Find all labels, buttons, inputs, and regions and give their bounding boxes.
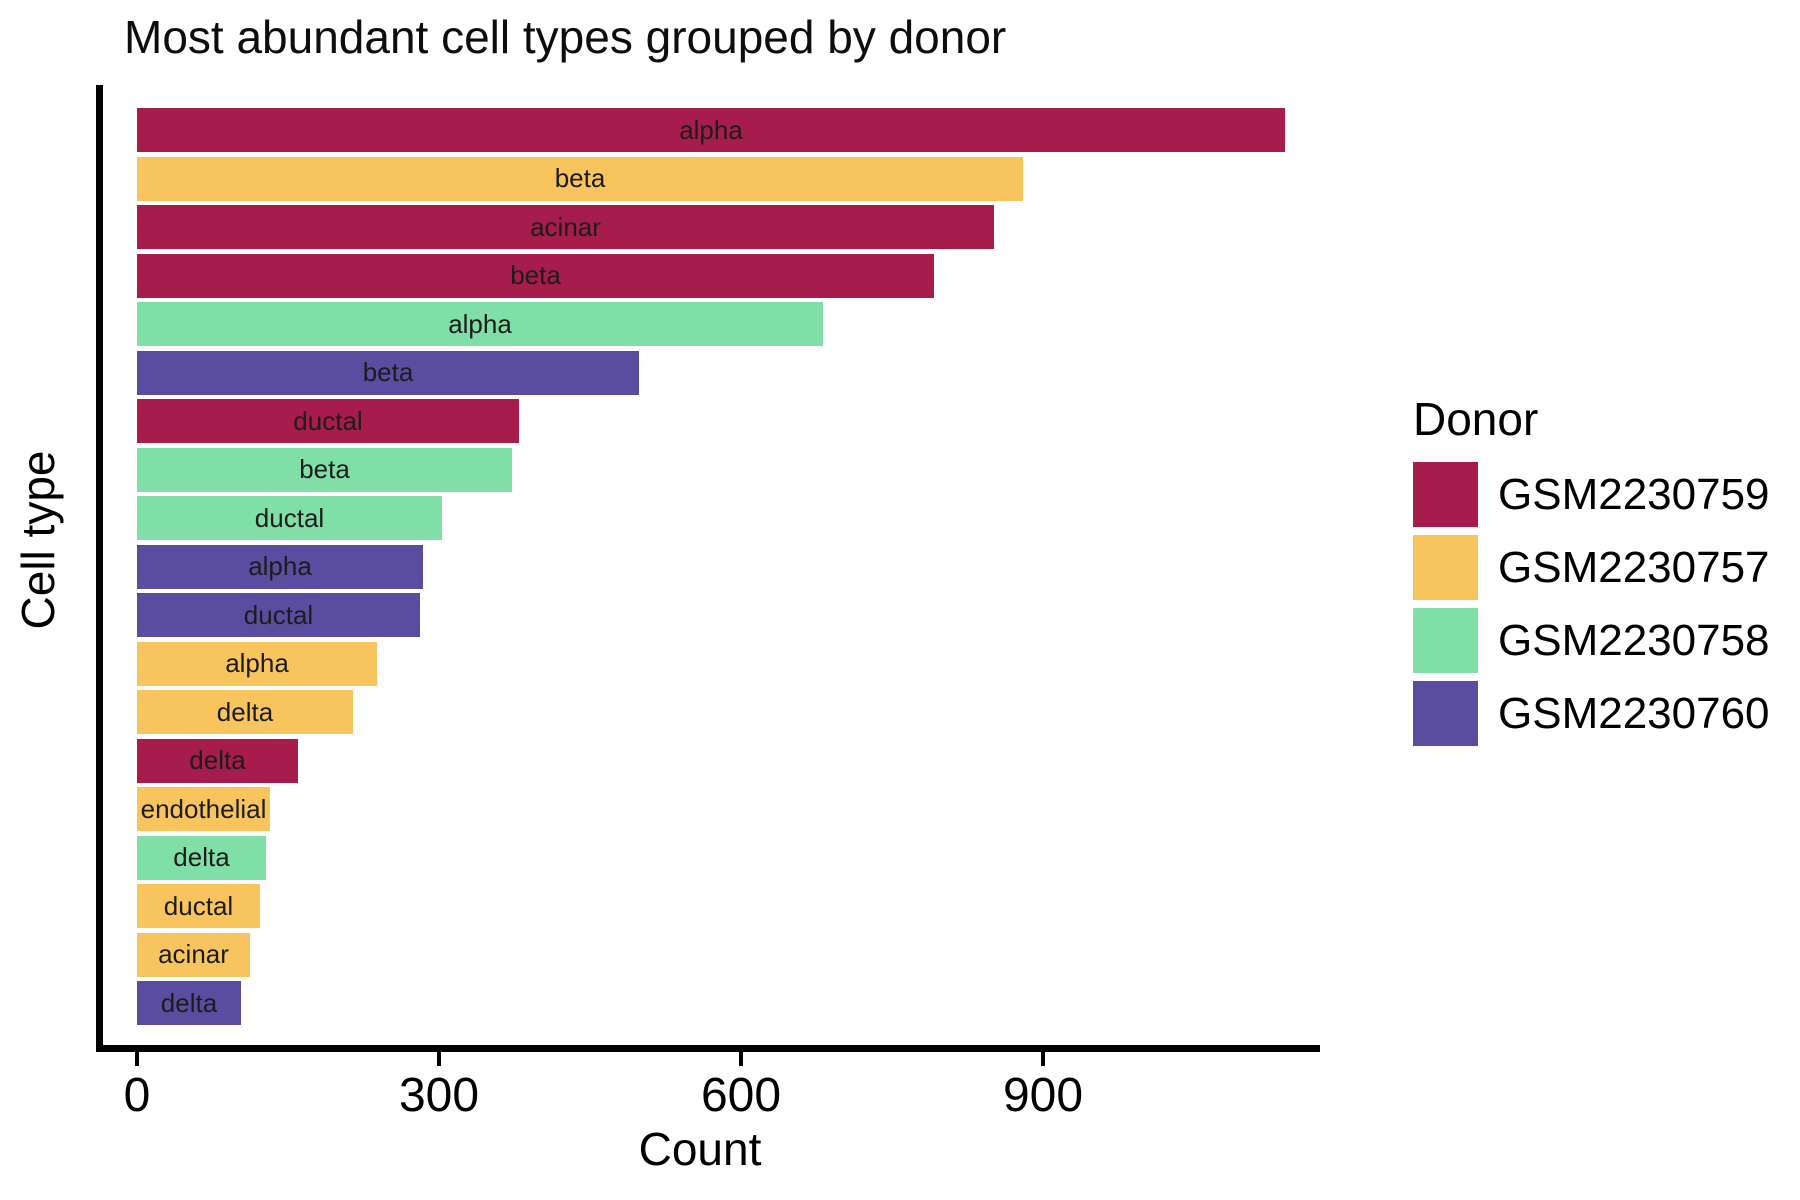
bar-delta-GSM2230759: delta — [137, 738, 298, 783]
bar-label: delta — [216, 696, 274, 727]
bar-beta-GSM2230757: beta — [137, 156, 1023, 201]
bar-label: endothelial — [140, 793, 267, 824]
bar-beta-GSM2230760: beta — [137, 350, 639, 395]
bar-alpha-GSM2230758: alpha — [137, 302, 823, 346]
bar-label: beta — [510, 260, 561, 290]
legend-swatch-GSM2230759 — [1413, 462, 1478, 527]
bar-label: delta — [173, 842, 230, 872]
bar-acinar-GSM2230757: acinar — [137, 932, 250, 977]
y-axis-line — [96, 85, 103, 1052]
legend-swatch-GSM2230758 — [1413, 608, 1478, 673]
bar-delta-GSM2230760: delta — [137, 981, 241, 1025]
legend-title: Donor — [1413, 393, 1539, 445]
bar-label: beta — [554, 163, 606, 193]
bar-delta-GSM2230757: delta — [137, 690, 353, 734]
bar-label: beta — [362, 357, 414, 387]
y-axis-title: Cell type — [12, 450, 64, 630]
bar-ductal-GSM2230757: ductal — [137, 884, 260, 928]
bar-label: ductal — [293, 405, 363, 436]
bar-ductal-GSM2230759: ductal — [137, 399, 519, 443]
bar-endothelial-GSM2230757: endothelial — [137, 787, 270, 831]
x-tick-mark — [135, 1052, 139, 1066]
bar-label: ductal — [254, 502, 325, 533]
bar-label: beta — [299, 454, 350, 484]
bar-label: acinar — [158, 939, 229, 969]
x-tick-label: 600 — [700, 1069, 782, 1122]
bar-alpha-GSM2230759: alpha — [137, 108, 1285, 152]
bar-ductal-GSM2230758: ductal — [137, 496, 442, 540]
bar-label: alpha — [679, 114, 743, 145]
x-tick-label: 300 — [398, 1069, 480, 1122]
x-tick-label: 0 — [123, 1069, 151, 1122]
chart-title: Most abundant cell types grouped by dono… — [124, 11, 1007, 63]
bar-label: acinar — [530, 211, 601, 242]
bar-label: ductal — [163, 890, 234, 921]
bar-beta-GSM2230758: beta — [137, 447, 512, 492]
legend-swatch-GSM2230760 — [1413, 681, 1478, 746]
bar-label: alpha — [225, 648, 289, 678]
bar-delta-GSM2230758: delta — [137, 835, 266, 880]
bar-label: alpha — [248, 551, 312, 581]
legend-label: GSM2230759 — [1498, 470, 1770, 519]
legend-label: GSM2230758 — [1498, 616, 1770, 665]
x-tick-mark — [1041, 1052, 1045, 1066]
legend-swatch-GSM2230757 — [1413, 535, 1478, 600]
bar-beta-GSM2230759: beta — [137, 253, 934, 298]
x-axis-title: Count — [638, 1123, 762, 1175]
x-tick-mark — [437, 1052, 441, 1066]
bar-alpha-GSM2230760: alpha — [137, 544, 423, 589]
bar-ductal-GSM2230760: ductal — [137, 593, 420, 637]
x-tick-label: 900 — [1002, 1069, 1084, 1122]
bar-label: ductal — [243, 599, 314, 630]
x-tick-mark — [739, 1052, 743, 1066]
bar-label: alpha — [448, 308, 512, 339]
bar-label: delta — [160, 987, 218, 1018]
bar-alpha-GSM2230757: alpha — [137, 641, 377, 686]
bar-acinar-GSM2230759: acinar — [137, 205, 994, 249]
legend-label: GSM2230757 — [1498, 543, 1770, 592]
legend-label: GSM2230760 — [1498, 689, 1770, 738]
x-axis-line — [96, 1045, 1320, 1052]
bar-label: delta — [189, 745, 246, 775]
